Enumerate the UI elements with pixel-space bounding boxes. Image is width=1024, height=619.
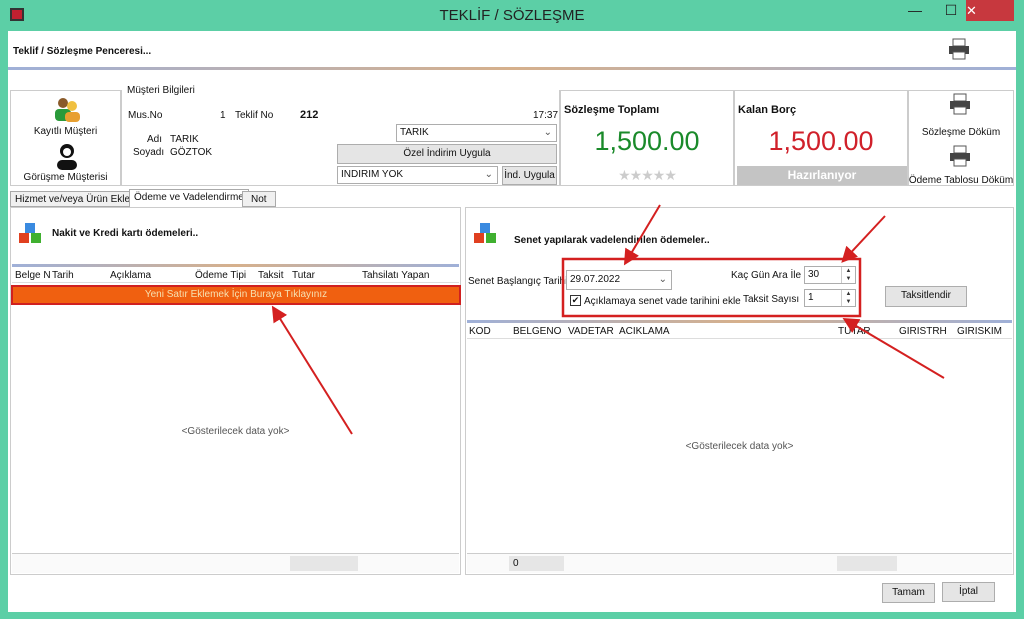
note-payments-panel (465, 207, 1014, 575)
append-date-label[interactable]: Açıklamaya senet vade tarihini ekle (584, 296, 741, 307)
printer-icon[interactable] (949, 93, 971, 115)
column-header[interactable]: GIRISKIM (957, 326, 1003, 337)
remaining-label: Kalan Borç (738, 104, 797, 116)
ok-button[interactable]: Tamam (882, 583, 935, 603)
divider (12, 264, 459, 267)
note-payments-title: Senet yapılarak vadelendirilen ödemeler.… (514, 235, 710, 246)
customer-type-panel (10, 90, 121, 186)
interval-value: 30 (808, 269, 820, 280)
maximize-button[interactable]: ☐ (944, 2, 958, 18)
cubes-icon (19, 223, 41, 243)
column-header[interactable]: Açıklama (110, 270, 152, 281)
registered-customer-icon[interactable] (52, 96, 82, 122)
tab-note[interactable]: Not (242, 191, 276, 207)
mus-no-label: Mus.No (128, 110, 163, 121)
column-header[interactable]: Tahsilatı Yapan (362, 270, 430, 281)
taksitlendir-button[interactable]: Taksitlendir (885, 286, 967, 307)
tab-product[interactable]: Hizmet ve/veya Ürün Ekle (10, 191, 136, 207)
contract-total-value: 1,500.00 (594, 126, 700, 156)
divider (467, 320, 1012, 323)
spinner-arrows-icon[interactable]: ▲ ▼ (841, 290, 855, 306)
printer-icon[interactable] (948, 38, 970, 60)
contract-print-button[interactable]: Sözleşme Döküm (921, 127, 1001, 138)
adi-label: Adı (147, 134, 163, 145)
customer-select-value: TARIK (400, 127, 429, 138)
header-divider (8, 67, 1016, 70)
column-header[interactable]: TUTAR (838, 326, 871, 337)
chevron-down-icon: ⌄ (543, 127, 552, 138)
empty-message: <Gösterilecek data yok> (181, 426, 290, 437)
add-row-button[interactable]: Yeni Satır Eklemek İçin Buraya Tıklayını… (11, 285, 461, 305)
footer-cell (290, 556, 358, 571)
registered-customer-label[interactable]: Kayıtlı Müşteri (33, 126, 98, 137)
contract-total-label: Sözleşme Toplamı (564, 104, 660, 116)
column-header[interactable]: VADETAR (568, 326, 614, 337)
note-grid-header: KOD BELGENO VADETAR ACIKLAMA TUTAR GIRIS… (467, 323, 1012, 339)
teklif-no-value: 212 (300, 109, 319, 121)
page-title: Teklif / Sözleşme Penceresi... (13, 46, 152, 57)
append-date-checkbox[interactable]: ✔ (570, 295, 581, 306)
soyadi-label: Soyadı (133, 147, 165, 158)
column-header[interactable]: BELGENO (513, 326, 562, 337)
column-header[interactable]: Belge N (15, 270, 51, 281)
discount-select-value: INDIRIM YOK (341, 169, 404, 180)
footer-total: 0 (509, 556, 564, 571)
count-spinner[interactable]: 1 ▲ ▼ (804, 289, 856, 307)
customer-info-title: Müşteri Bilgileri (127, 85, 198, 96)
cash-payments-panel (10, 207, 461, 575)
column-header[interactable]: ACIKLAMA (619, 326, 670, 337)
teklif-no-label: Teklif No (235, 110, 274, 121)
column-header[interactable]: GIRISTRH (899, 326, 947, 337)
title-bar[interactable]: TEKLİF / SÖZLEŞME — ☐ ✕ (0, 0, 1024, 31)
note-grid-footer: 0 (467, 553, 1012, 573)
column-header[interactable]: Tarih (52, 270, 74, 281)
close-button[interactable]: ✕ (966, 0, 1014, 21)
spinner-arrows-icon[interactable]: ▲ ▼ (841, 267, 855, 283)
time: 17:37 (533, 110, 559, 121)
soyadi-value: GÖZTOK (170, 147, 213, 158)
cash-payments-title: Nakit ve Kredi kartı ödemeleri.. (52, 228, 199, 239)
chevron-down-icon: ⌄ (484, 169, 493, 180)
interval-spinner[interactable]: 30 ▲ ▼ (804, 266, 856, 284)
count-label: Taksit Sayısı (743, 294, 800, 305)
remaining-value: 1,500.00 (768, 126, 874, 156)
status-badge: Hazırlanıyor (737, 166, 907, 185)
rating-stars[interactable]: ★★★★★ (618, 167, 677, 183)
discount-select[interactable]: INDIRIM YOK ⌄ (337, 166, 498, 184)
customer-select[interactable]: TARIK ⌄ (396, 124, 557, 142)
printer-icon[interactable] (949, 145, 971, 167)
cash-grid-header: Belge N Tarih Açıklama Ödeme Tipi Taksit… (12, 267, 459, 283)
start-date-picker[interactable]: 29.07.2022 ⌄ (566, 270, 672, 290)
mus-no-value: 1 (220, 110, 226, 121)
count-value: 1 (808, 292, 814, 303)
minimize-button[interactable]: — (908, 2, 922, 18)
print-panel (908, 90, 1014, 186)
meeting-customer-label[interactable]: Görüşme Müşterisi (23, 172, 108, 183)
column-header[interactable]: Taksit (258, 270, 284, 281)
payment-table-print-button[interactable]: Ödeme Tablosu Döküm (908, 175, 1014, 186)
special-discount-button[interactable]: Özel İndirim Uygula (337, 144, 557, 164)
footer-cell (837, 556, 897, 571)
contract-total-panel (560, 90, 734, 186)
empty-message: <Gösterilecek data yok> (685, 441, 794, 452)
chevron-down-icon: ⌄ (658, 274, 667, 285)
adi-value: TARIK (170, 134, 199, 145)
tab-payment[interactable]: Ödeme ve Vadelendirme (129, 189, 249, 208)
start-date-value: 29.07.2022 (570, 274, 621, 285)
cash-grid-footer (12, 553, 459, 573)
column-header[interactable]: Ödeme Tipi (195, 270, 247, 281)
column-header[interactable]: Tutar (292, 270, 315, 281)
interval-label: Kaç Gün Ara İle (731, 270, 802, 281)
start-date-label: Senet Başlangıç Tarihi (468, 276, 568, 287)
cancel-button[interactable]: İptal (942, 582, 995, 602)
apply-discount-button[interactable]: İnd. Uygula (502, 166, 557, 185)
app-icon (10, 8, 24, 21)
column-header[interactable]: KOD (469, 326, 491, 337)
window-title: TEKLİF / SÖZLEŞME (439, 7, 585, 24)
meeting-customer-icon[interactable] (54, 142, 80, 170)
cubes-icon (474, 223, 496, 243)
